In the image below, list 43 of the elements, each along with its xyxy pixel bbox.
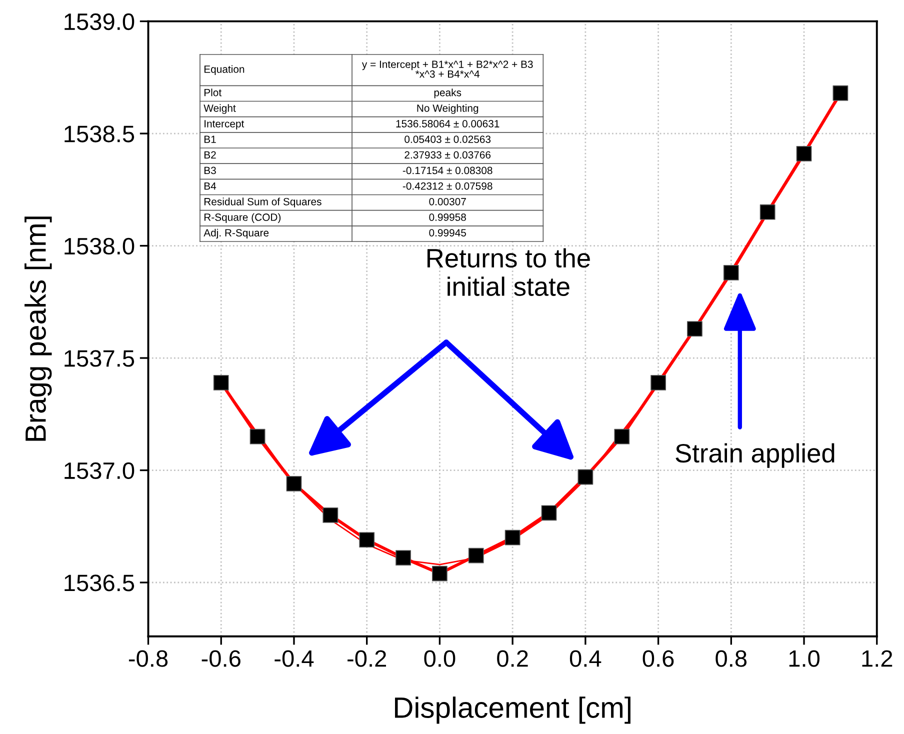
x-tick-label: 1.2 xyxy=(862,650,892,667)
x-tick-label: 0.4 xyxy=(570,650,602,667)
x-axis-title: Displacement [cm] xyxy=(395,696,630,724)
annotation: Adj. R-Square xyxy=(204,228,269,239)
annotation: -0.42312 ± 0.07598 xyxy=(402,182,492,190)
annotation: No Weighting xyxy=(417,104,478,114)
annotation: 2.37933 ± 0.03766 xyxy=(404,151,491,159)
annotation: R-Square (COD) xyxy=(204,213,281,223)
annotation: 0.00307 xyxy=(429,198,466,206)
annotation: B2 xyxy=(204,151,216,158)
annotation: Returns to the initial state xyxy=(427,248,590,296)
x-tick-label: 0.8 xyxy=(716,650,747,667)
x-tick-label: 0.0 xyxy=(424,650,456,667)
y-tick-label: 1537.0 xyxy=(64,462,134,480)
annotation: Intercept xyxy=(204,120,244,130)
y-tick-label: 1536.5 xyxy=(64,574,134,592)
annotation: Plot xyxy=(204,88,222,96)
x-tick-label: -0.4 xyxy=(274,650,314,667)
x-tick-label: -0.2 xyxy=(348,650,386,667)
y-axis-title: Bragg peaks [nm] xyxy=(24,216,52,441)
x-tick-label: 1.0 xyxy=(789,650,820,667)
annotation: Strain applied xyxy=(676,443,834,468)
annotation: peaks xyxy=(434,88,462,98)
x-tick-label: 0.2 xyxy=(497,650,528,667)
annotation: B3 xyxy=(204,166,216,174)
annotation: Weight xyxy=(204,104,236,114)
x-tick-label: -0.8 xyxy=(128,650,168,667)
x-tick-label: -0.6 xyxy=(202,650,240,667)
annotation: Equation xyxy=(204,65,244,75)
annotation: 0.99945 xyxy=(429,229,466,236)
y-tick-label: 1539.0 xyxy=(64,13,134,30)
annotation: B1 xyxy=(204,136,216,143)
annotation: 0.05403 ± 0.02563 xyxy=(404,136,491,143)
x-tick-label: 0.6 xyxy=(642,650,674,667)
annotation: -0.17154 ± 0.08308 xyxy=(402,166,492,174)
y-tick-label: 1538.0 xyxy=(64,238,134,255)
annotation: y = Intercept + B1*x^1 + B2*x^2 + B3 *x^3 + B4*x^4 xyxy=(362,60,533,78)
annotation: 0.99958 xyxy=(429,214,466,221)
y-tick-label: 1537.5 xyxy=(64,350,134,367)
annotation: Residual Sum of Squares xyxy=(204,198,322,208)
y-tick-label: 1538.5 xyxy=(64,126,134,142)
annotation: B4 xyxy=(204,182,216,190)
annotation: 1536.58064 ± 0.00631 xyxy=(396,120,500,128)
